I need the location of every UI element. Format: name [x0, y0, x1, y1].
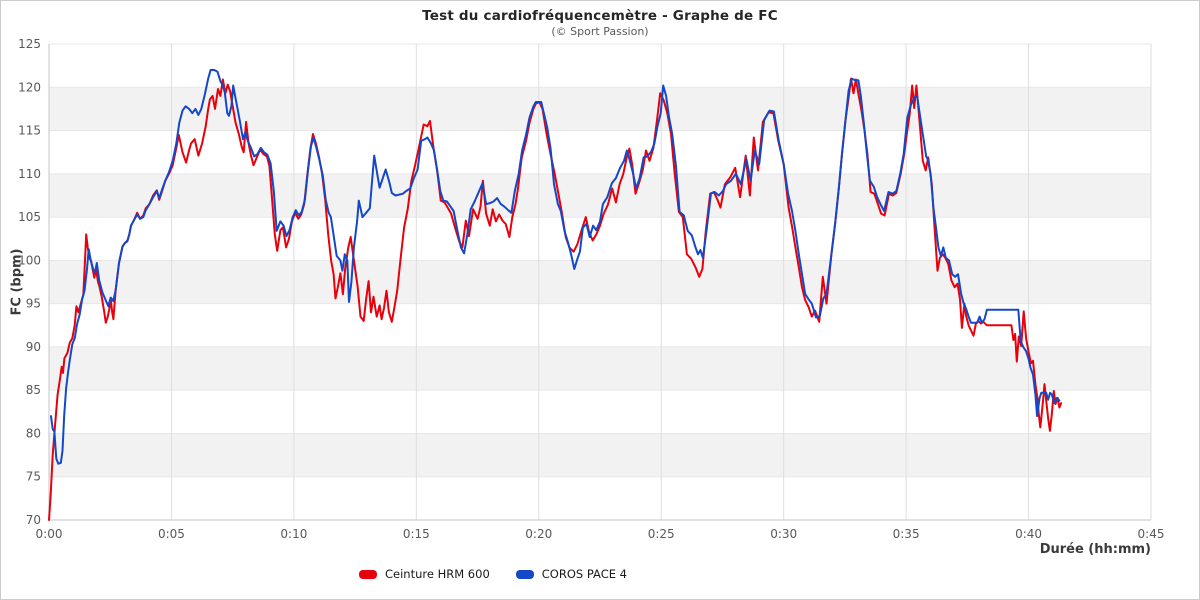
y-tick-label: 115	[18, 124, 41, 138]
y-tick-label: 70	[26, 513, 41, 527]
y-tick-label: 75	[26, 470, 41, 484]
chart-subtitle: (© Sport Passion)	[551, 25, 649, 38]
y-tick-label: 105	[18, 210, 41, 224]
y-axis-title: FC (bpm)	[9, 248, 25, 316]
legend: Ceinture HRM 600 COROS PACE 4	[359, 567, 627, 581]
y-tick-label: 95	[26, 297, 41, 311]
x-tick-label: 0:30	[770, 527, 797, 541]
x-tick-label: 0:45	[1138, 527, 1165, 541]
y-tick-label: 90	[26, 340, 41, 354]
legend-label: COROS PACE 4	[541, 567, 627, 581]
y-tick-label: 100	[18, 253, 41, 267]
plot-band	[49, 433, 1151, 477]
plot-band	[49, 260, 1151, 304]
series-line-coros-pace-4	[50, 69, 1061, 465]
y-tick-label: 120	[18, 80, 41, 94]
series-line-ceinture-hrm-600	[48, 77, 1063, 521]
legend-label: Ceinture HRM 600	[385, 567, 490, 581]
legend-swatch-blue-icon	[515, 569, 534, 579]
x-tick-label: 0:10	[280, 527, 307, 541]
y-tick-label: 85	[26, 383, 41, 397]
x-tick-label: 0:35	[893, 527, 920, 541]
chart-title: Test du cardiofréquencemètre - Graphe de…	[422, 8, 778, 24]
x-tick-label: 0:25	[648, 527, 675, 541]
y-tick-label: 125	[18, 37, 41, 51]
x-tick-label: 0:15	[403, 527, 430, 541]
y-tick-label: 110	[18, 167, 41, 181]
y-tick-label: 80	[26, 426, 41, 440]
legend-swatch-red-icon	[359, 569, 377, 579]
x-tick-label: 0:20	[525, 527, 552, 541]
x-tick-label: 0:40	[1015, 527, 1042, 541]
plot-band	[49, 346, 1151, 391]
legend-item-ceinture-hrm-600: Ceinture HRM 600	[359, 567, 490, 581]
x-axis-title: Durée (hh:mm)	[1039, 542, 1151, 557]
x-tick-label: 0:05	[158, 527, 185, 541]
legend-item-coros-pace-4: COROS PACE 4	[515, 567, 627, 581]
x-tick-label: 0:00	[36, 527, 63, 541]
plot-band	[49, 173, 1151, 218]
